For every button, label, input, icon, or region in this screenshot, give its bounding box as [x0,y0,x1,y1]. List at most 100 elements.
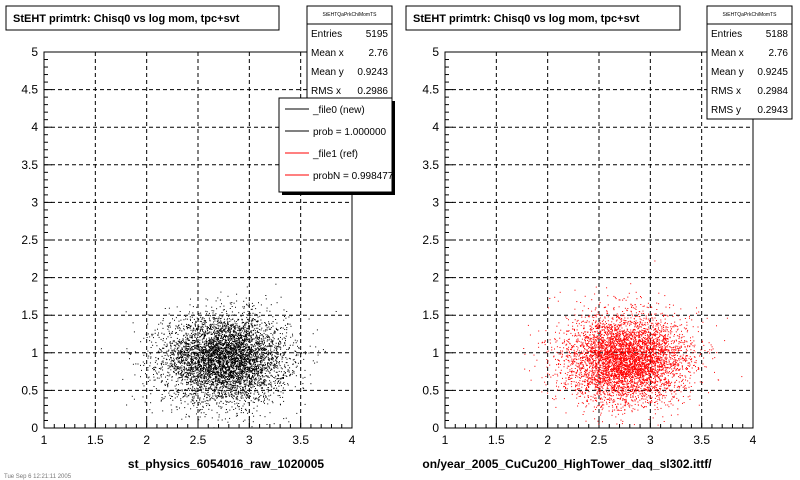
data-point [180,357,182,359]
data-point [181,357,183,358]
data-point [211,360,212,362]
data-point [194,382,196,384]
data-point [199,379,200,381]
data-point [275,360,277,362]
data-point [184,361,186,363]
data-point [264,342,265,344]
data-point [245,297,247,299]
data-point [232,379,234,381]
data-point [225,393,227,395]
data-point [243,307,245,309]
data-point [260,371,262,373]
data-point [276,352,278,354]
data-point [241,339,243,341]
data-point [196,329,198,331]
data-point [232,386,234,388]
data-point [228,339,230,341]
data-point [231,352,232,354]
data-point [278,375,279,377]
data-point [245,408,247,410]
data-point [239,377,241,379]
data-point [253,386,255,387]
data-point [187,383,189,385]
data-point [250,395,251,397]
data-point [251,387,253,389]
data-point [222,396,224,398]
data-point [199,369,201,371]
data-point [176,343,178,345]
data-point [206,362,208,364]
data-point [215,346,217,348]
data-point [242,340,244,341]
data-point [169,341,171,343]
data-point [275,356,277,358]
data-point [241,361,243,363]
data-point [170,345,172,347]
data-point [202,355,204,356]
data-point [239,343,241,345]
data-point [284,316,285,317]
data-point [222,393,224,395]
data-point [236,373,237,375]
data-point [260,338,262,340]
data-point [197,404,199,406]
data-point [280,296,282,298]
data-point [245,388,247,390]
data-point [203,380,205,382]
data-point [203,385,205,387]
data-point [218,327,220,329]
data-point [278,345,279,347]
data-point [206,357,208,359]
data-point [230,355,232,357]
data-point [162,318,164,320]
data-point [231,339,233,341]
data-point [234,403,236,405]
data-point [191,373,193,375]
data-point [251,354,252,356]
data-point [190,381,192,382]
data-point [196,368,198,370]
data-point [204,394,206,396]
data-point [219,330,221,332]
data-point [250,370,251,372]
data-point [216,397,218,399]
data-point [213,321,214,323]
data-point [177,333,179,335]
data-point [250,378,252,380]
data-point [240,347,242,348]
data-point [219,374,221,376]
data-point [166,375,168,377]
data-point [210,347,212,349]
data-point [238,375,240,376]
data-point [211,342,213,344]
data-point [185,316,187,317]
data-point [219,376,221,377]
data-point [233,357,234,359]
data-point [187,373,189,375]
data-point [208,363,209,365]
data-point [272,340,274,342]
data-point [214,351,216,353]
data-point [229,378,231,380]
data-point [216,342,217,344]
data-point [188,339,190,341]
data-point [216,357,217,359]
data-point [201,346,203,348]
data-point [239,362,241,364]
data-point [237,318,239,320]
data-point [182,378,184,380]
data-point [253,362,255,364]
data-point [241,362,243,364]
data-point [205,383,207,384]
data-point [233,351,235,353]
data-point [227,378,228,380]
data-point [260,368,261,370]
data-point [283,345,284,347]
data-point [261,371,263,373]
data-point [178,392,180,394]
data-point [247,310,249,312]
data-point [243,350,245,352]
data-point [223,318,225,320]
data-point [212,343,214,345]
data-point [195,366,196,368]
